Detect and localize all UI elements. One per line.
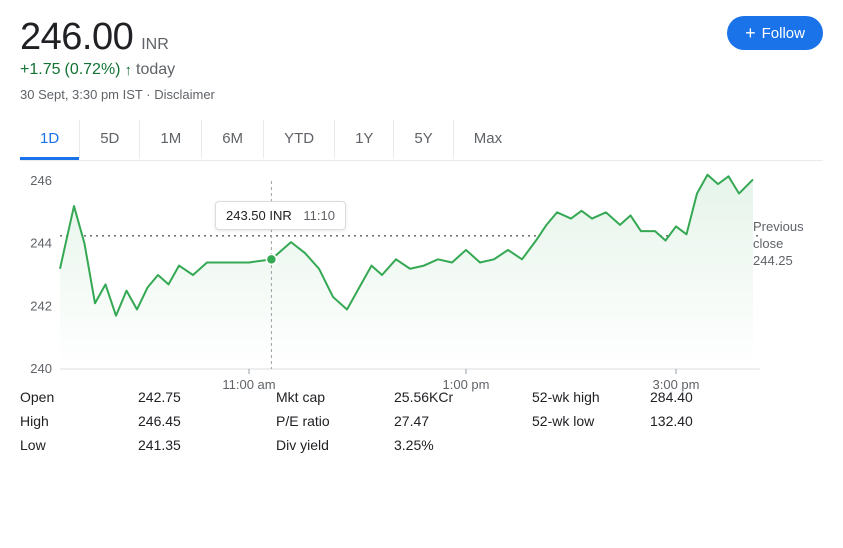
timestamp-text: 30 Sept, 3:30 pm IST	[20, 87, 143, 102]
tab-6m[interactable]: 6M	[201, 120, 263, 160]
stat-value: 132.40	[650, 413, 750, 429]
chart-tooltip: 243.50 INR 11:10	[215, 201, 346, 230]
stat-value: 241.35	[138, 437, 258, 453]
price-chart[interactable]: 240 242 244 246 11:00 am 1:00 pm 3:00 pm 243.5…	[20, 169, 823, 399]
svg-text:242: 242	[30, 298, 52, 313]
stat-label: Low	[20, 437, 120, 453]
tooltip-price: 243.50 INR	[226, 208, 292, 223]
disclaimer-link[interactable]: Disclaimer	[154, 87, 215, 102]
svg-text:246: 246	[30, 173, 52, 188]
tab-max[interactable]: Max	[453, 120, 522, 160]
svg-text:240: 240	[30, 361, 52, 376]
tab-1d[interactable]: 1D	[20, 120, 79, 160]
previous-close-label: Previous close 244.25	[753, 219, 823, 270]
follow-label: Follow	[762, 25, 805, 42]
stat-label: 52-wk low	[532, 413, 632, 429]
change-row: +1.75 (0.72%) ↑ today	[20, 61, 215, 79]
stat-label	[532, 437, 632, 453]
tab-1y[interactable]: 1Y	[334, 120, 393, 160]
svg-text:3:00 pm: 3:00 pm	[653, 377, 700, 392]
range-tabs: 1D5D1M6MYTD1Y5YMax	[20, 120, 823, 161]
currency-label: INR	[141, 36, 169, 54]
stat-label: Div yield	[276, 437, 376, 453]
svg-text:1:00 pm: 1:00 pm	[443, 377, 490, 392]
tab-ytd[interactable]: YTD	[263, 120, 334, 160]
stat-label: P/E ratio	[276, 413, 376, 429]
tab-5d[interactable]: 5D	[79, 120, 139, 160]
stat-value: 27.47	[394, 413, 514, 429]
follow-button[interactable]: + Follow	[727, 16, 823, 50]
separator: ·	[146, 87, 154, 102]
arrow-up-icon: ↑	[125, 62, 133, 79]
tab-5y[interactable]: 5Y	[393, 120, 452, 160]
stat-value: 3.25%	[394, 437, 514, 453]
stat-value	[650, 437, 750, 453]
tab-1m[interactable]: 1M	[139, 120, 201, 160]
change-percent: (0.72%)	[64, 61, 120, 79]
svg-text:11:00 am: 11:00 am	[222, 377, 275, 392]
svg-text:244: 244	[30, 236, 52, 251]
change-absolute: +1.75	[20, 61, 60, 79]
plus-icon: +	[745, 24, 756, 42]
stat-value: 246.45	[138, 413, 258, 429]
stat-label: High	[20, 413, 120, 429]
tooltip-time: 11:10	[303, 208, 335, 223]
today-label: today	[136, 61, 175, 79]
price-value: 246.00	[20, 16, 133, 59]
